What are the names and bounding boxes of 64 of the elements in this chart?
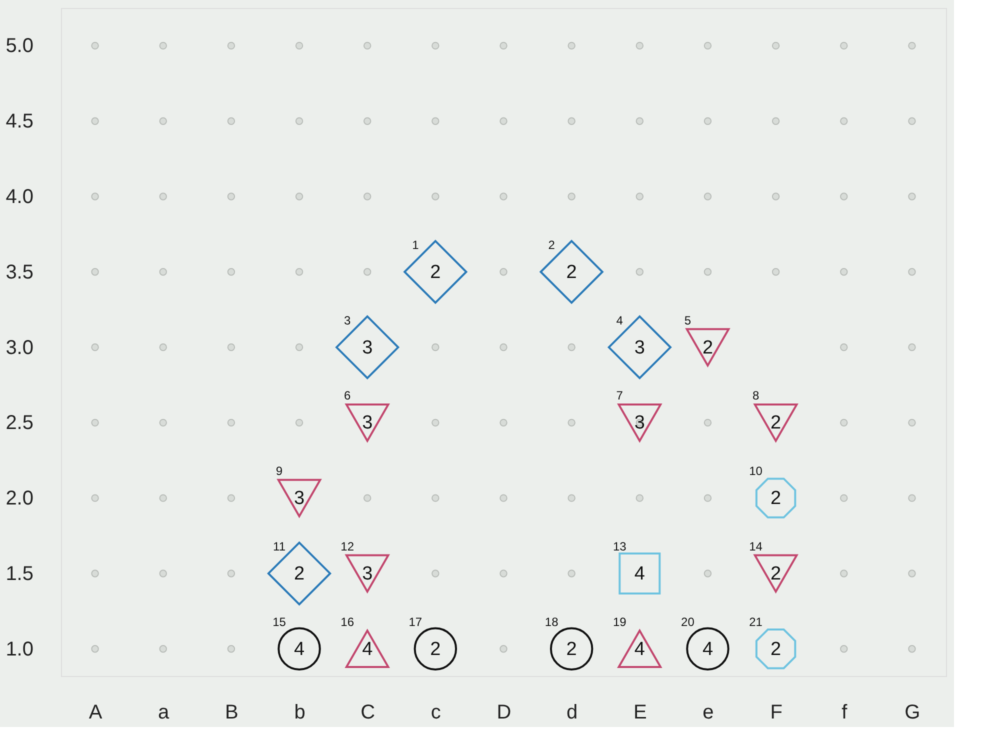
annotation: 5 (684, 313, 692, 328)
x-tick-label: d (566, 702, 578, 724)
annotation: 2 (702, 337, 714, 358)
annotation: 7 (616, 388, 624, 403)
annotation: 8 (752, 388, 760, 403)
y-tick-label: 1.5 (6, 562, 34, 585)
y-tick-label: 3.0 (6, 336, 34, 359)
annotation: 17 (408, 614, 422, 629)
annotation: 9 (276, 464, 283, 478)
y-tick-label: 1.0 (6, 638, 34, 660)
x-tick-label: c (430, 702, 441, 724)
annotation: 3 (634, 337, 645, 358)
annotation: 3 (294, 488, 305, 510)
x-tick-label: b (294, 702, 306, 724)
x-tick-label: D (496, 702, 512, 724)
annotation: 3 (634, 412, 645, 434)
annotation: 4 (634, 638, 646, 660)
x-tick-label: a (158, 702, 170, 724)
annotation: 2 (430, 262, 441, 283)
annotation: 3 (362, 412, 373, 434)
x-tick-label: G (904, 702, 920, 724)
x-tick-label: e (702, 702, 714, 724)
x-tick-label: E (633, 702, 647, 724)
annotation: 15 (272, 614, 286, 629)
annotation: 11 (273, 539, 286, 554)
annotation: 2 (770, 638, 782, 660)
annotation: 16 (340, 614, 354, 629)
x-tick-label: F (770, 702, 782, 724)
x-tick-label: A (88, 702, 103, 724)
annotation: 2 (548, 238, 556, 252)
y-tick-label: 2.0 (6, 488, 34, 510)
annotation: 2 (770, 563, 782, 584)
annotation: 14 (749, 539, 763, 554)
annotation: 2 (566, 638, 577, 660)
y-tick-label: 4.0 (6, 186, 34, 208)
annotation: 2 (770, 488, 782, 510)
annotation: 1 (412, 238, 420, 252)
annotation: 4 (634, 563, 646, 584)
annotation: 2 (430, 638, 441, 660)
annotation: 4 (294, 638, 305, 660)
annotation: 10 (749, 464, 763, 478)
annotation: 6 (344, 388, 351, 403)
y-tick-label: 3.5 (6, 261, 34, 284)
x-tick-label: C (360, 702, 376, 724)
annotation: 2 (294, 563, 305, 584)
annotation: 2 (770, 412, 782, 434)
annotation: 3 (362, 563, 373, 584)
annotation: 19 (612, 614, 627, 629)
y-tick-label: 5.0 (6, 35, 34, 58)
annotation: 4 (702, 638, 714, 660)
x-tick-label: f (842, 702, 848, 724)
annotation: 3 (344, 313, 351, 328)
annotation: 18 (544, 614, 559, 629)
annotation: 12 (340, 539, 354, 554)
annotation: 21 (749, 614, 763, 629)
annotation: 3 (362, 337, 373, 358)
annotation: 2 (566, 262, 577, 283)
annotation: 13 (612, 539, 627, 554)
annotation: 4 (362, 638, 374, 660)
y-tick-label: 2.5 (6, 412, 34, 434)
y-tick-label: 4.5 (6, 110, 34, 133)
annotation: 4 (616, 313, 624, 328)
annotation: 20 (681, 614, 695, 629)
x-tick-label: B (225, 702, 238, 724)
